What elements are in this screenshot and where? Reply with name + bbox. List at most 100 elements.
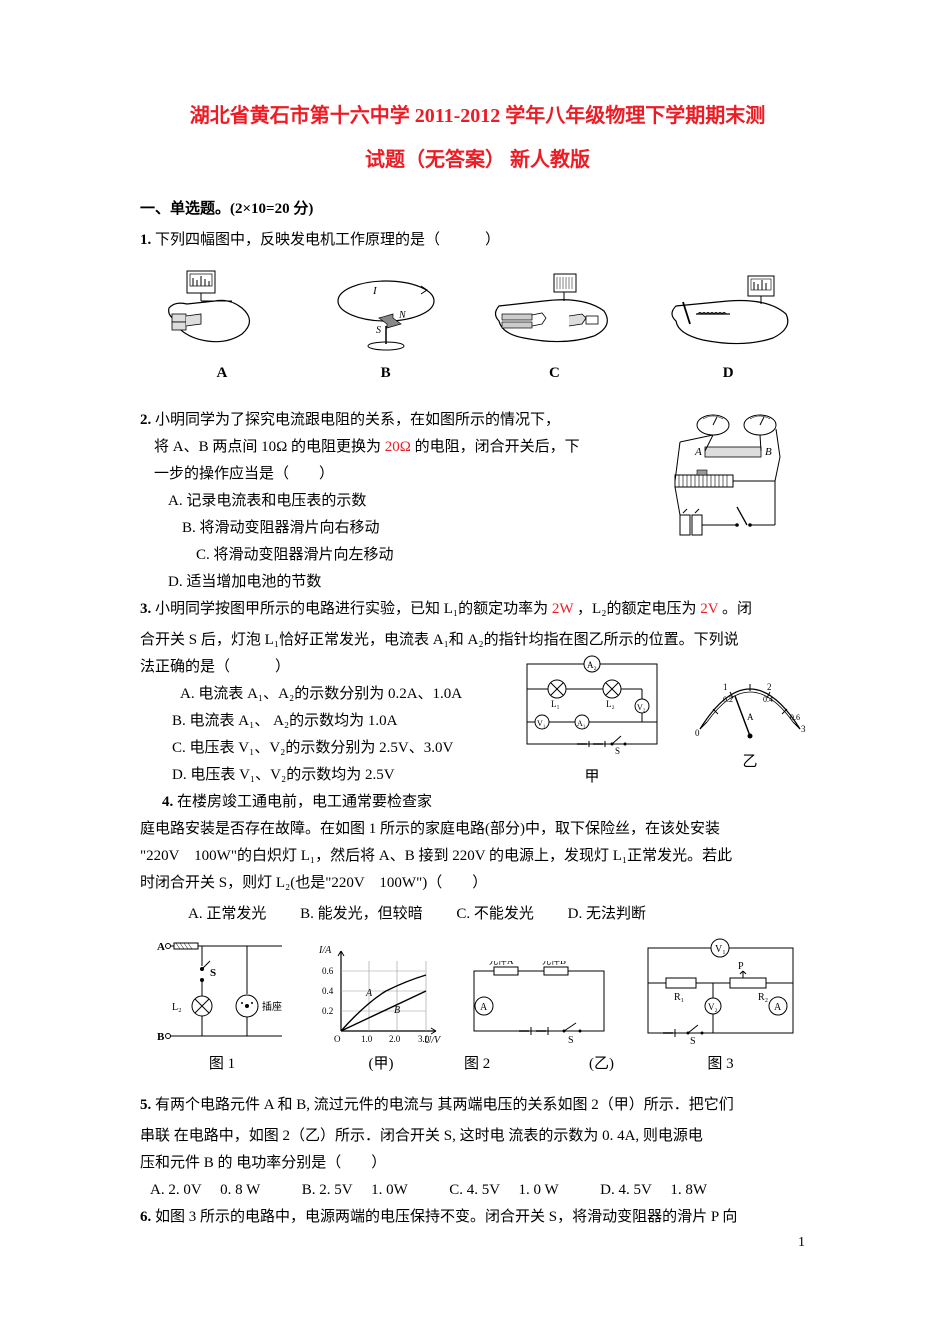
q2-number: 2. [140,412,151,428]
svg-text:S: S [376,325,381,336]
svg-text:2.0: 2.0 [389,1034,401,1044]
q3-opt-a: A. 电流表 A₁、A₂的示数分别为 0.2A、1.0A [140,681,507,708]
q1-fig-b: I S N B [321,266,451,387]
svg-text:L₁: L₁ [551,699,560,709]
svg-text:0.4: 0.4 [763,695,773,704]
svg-text:B: B [765,446,772,458]
q3-fig-jia: A₂ L₁ L₂ V₂ V₁ A₁ [517,654,667,791]
q3-red1: 2W [552,601,573,617]
q1-label-d: D [658,360,798,387]
fig1: A S L₂ 插座 B [152,936,292,1078]
q2-intro: 小明同学为了探究电流跟电阻的关系，在如图所示的情况下， [155,412,560,428]
q3-line2: 合开关 S 后，灯泡 L₁恰好正常发光，电流表 A₁和 A₂的指针均指在图乙所示… [140,627,815,654]
q2-opt-a: A. 记录电流表和电压表的示数 [140,488,633,515]
q2-line2b: 的电阻更换为 [291,439,385,455]
q2-figure: A B [645,407,815,596]
fig3-label: 图 3 [638,1051,803,1078]
q1-number: 1. [140,232,151,248]
svg-text:V₁: V₁ [537,719,546,728]
q6-number: 6. [140,1209,151,1225]
q4-number: 4. [162,794,173,810]
svg-text:0.6: 0.6 [790,713,800,722]
q3-yi-label: 乙 [685,749,815,776]
q3-number: 3. [140,601,151,617]
svg-text:插座: 插座 [262,1000,282,1013]
series-circuit-icon: 元件A 元件B A S [464,961,614,1051]
q4-line3: "220V 100W"的白炽灯 L₁，然后将 A、B 接到 220V 的电源上，… [140,843,815,870]
svg-text:S: S [210,967,216,979]
q1-fig-c: C [484,266,624,387]
q5-options: A. 2. 0V 0. 8 W B. 2. 5V 1. 0W C. 4. 5V … [140,1177,815,1204]
q5-text1: 有两个电路元件 A 和 B, 流过元件的电流与 其两端电压的关系如图 2（甲）所… [155,1097,734,1113]
iv-graph-icon: I/A U/V 0.2 0.4 0.6 O 1.0 2.0 3.0 [316,941,446,1051]
svg-text:A: A [365,988,373,999]
q3-fig-yi: 0 1 0.2 2 0.4 3 0.6 A 乙 [685,654,815,791]
svg-text:I: I [372,285,378,297]
svg-text:A: A [747,712,754,722]
svg-text:0: 0 [695,728,700,738]
fig2: I/A U/V 0.2 0.4 0.6 O 1.0 2.0 3.0 [316,941,614,1078]
fig2-yi-label: (乙) [589,1051,614,1078]
q2-opt-b: B. 将滑动变阻器滑片向右移动 [140,515,633,542]
svg-text:1.0: 1.0 [361,1034,373,1044]
q4-options: A. 正常发光 B. 能发光，但较暗 C. 不能发光 D. 无法判断 [140,901,815,928]
svg-text:N: N [398,310,407,321]
svg-text:0.4: 0.4 [322,986,334,996]
q4-text1: 在楼房竣工通电前，电工通常要检查家 [177,794,432,810]
q3-text2: ，L₂的额定电压为 [577,601,700,617]
q2-red: 20Ω [385,439,415,455]
svg-text:0.2: 0.2 [723,695,733,704]
q2-opt-c: C. 将滑动变阻器滑片向左移动 [140,542,633,569]
q3-opt-d: D. 电压表 V₁、V₂的示数均为 2.5V [140,762,507,789]
svg-text:R₂: R₂ [758,992,768,1003]
svg-text:L₂: L₂ [606,699,615,709]
page-title: 湖北省黄石市第十六中学 2011-2012 学年八年级物理下学期期末测 [140,100,815,132]
svg-text:S: S [568,1035,574,1046]
circuit-jia-icon: A₂ L₁ L₂ V₂ V₁ A₁ [517,654,667,764]
svg-text:O: O [334,1034,341,1044]
svg-text:R₁: R₁ [674,992,684,1003]
q4-figures: A S L₂ 插座 B [140,936,815,1078]
q1-text: 下列四幅图中，反映发电机工作原理的是（ ） [155,232,500,248]
svg-text:元件B: 元件B [542,961,566,966]
q3-jia-label: 甲 [517,764,667,791]
q1-label-a: A [157,360,287,387]
circuit-diagram-q2-icon: A B [645,407,815,557]
question-6: 6. 如图 3 所示的电路中，电源两端的电压保持不变。闭合开关 S，将滑动变阻器… [140,1204,815,1231]
q2-line3: 一步的操作应当是（ ） [140,461,633,488]
q6-text: 如图 3 所示的电路中，电源两端的电压保持不变。闭合开关 S，将滑动变阻器的滑片… [155,1209,737,1225]
q4-opt-c: C. 不能发光 [456,906,534,922]
svg-text:A: A [774,1002,782,1013]
q4-line2: 庭电路安装是否存在故障。在如图 1 所示的家庭电路(部分)中，取下保险丝，在该处… [140,816,815,843]
svg-text:I/A: I/A [318,945,332,956]
q2-line2a: 将 A、B 两点间 10Ω [154,439,291,455]
fig2-jia-label: (甲) [316,1051,446,1078]
svg-text:0.2: 0.2 [322,1006,333,1016]
q5-text2: 串联 在电路中，如图 2（乙）所示．闭合开关 S, 这时电 流表的示数为 0. … [140,1123,815,1150]
svg-text:V₁: V₁ [715,944,726,955]
question-3: 3. 小明同学按图甲所示的电路进行实验，已知 L₁的额定功率为 2W ，L₂的额… [140,596,815,623]
fig2-label: 图 2 [464,1051,490,1078]
q3-text3: 。闭 [722,601,752,617]
generator-diagram-a-icon [157,266,287,356]
page-subtitle: 试题（无答案） 新人教版 [140,142,815,178]
svg-text:S: S [615,746,620,756]
svg-text:2: 2 [767,682,772,692]
svg-text:A: A [157,941,165,953]
section-header: 一、单选题。(2×10=20 分) [140,196,815,223]
q3-line3: 法正确的是（ ） [140,654,507,681]
circuit-fig3-icon: V₁ R₁ R₂ P V₂ A S [638,936,803,1051]
q1-fig-a: A [157,266,287,387]
svg-text:S: S [690,1036,696,1047]
q3-opt-b: B. 电流表 A₁、 A₂的示数均为 1.0A [140,708,507,735]
svg-text:3.0: 3.0 [418,1034,430,1044]
q1-label-c: C [484,360,624,387]
q5-opt-a: A. 2. 0V 0. 8 W [150,1182,260,1198]
svg-text:B: B [394,1005,400,1016]
q5-number: 5. [140,1097,151,1113]
q5-opt-d: D. 4. 5V 1. 8W [600,1182,707,1198]
q4-opt-b: B. 能发光，但较暗 [300,906,423,922]
q4-opt-a: A. 正常发光 [188,906,266,922]
q3-text1: 小明同学按图甲所示的电路进行实验，已知 L₁的额定功率为 [155,601,552,617]
fig1-label: 图 1 [152,1051,292,1078]
